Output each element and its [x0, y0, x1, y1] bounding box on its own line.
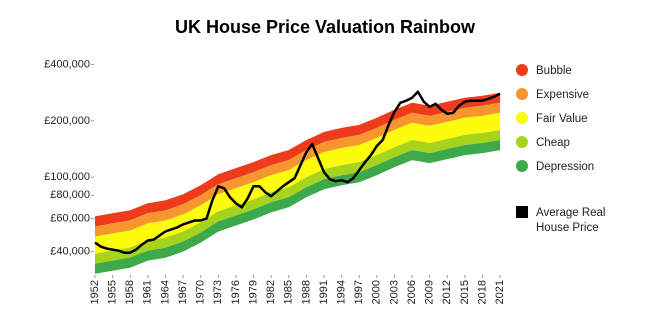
x-tick-label: 2009 [424, 280, 436, 304]
legend-item: Bubble [516, 64, 572, 79]
legend-label: Expensive [536, 89, 590, 101]
legend-swatch [516, 206, 528, 218]
y-tick-label: £200,000 [44, 115, 90, 127]
x-tick-label: 1979 [247, 280, 259, 304]
x-tick-label: 2006 [406, 280, 418, 304]
legend-label: Depression [536, 161, 595, 173]
legend-item: Average Real House Price [516, 206, 616, 236]
band [95, 112, 501, 254]
x-tick-label: 1988 [300, 280, 312, 304]
legend-swatch [516, 88, 528, 100]
y-tick-label: £80,000 [50, 189, 90, 201]
x-tick-label: 1955 [107, 280, 119, 304]
legend-label: Bubble [536, 65, 572, 77]
x-tick-label: 1958 [124, 280, 136, 304]
y-tick-label: £100,000 [44, 171, 90, 183]
legend-label: Average Real House Price [536, 207, 606, 234]
band [95, 130, 501, 264]
band [95, 140, 501, 274]
x-tick-label: 2021 [494, 280, 506, 304]
x-tick-label: 1994 [336, 280, 348, 304]
x-tick-label: 1961 [142, 280, 154, 304]
x-tick-label: 1976 [230, 280, 242, 304]
legend-swatch [516, 160, 528, 172]
y-tick-label: £60,000 [50, 213, 90, 225]
legend-swatch [516, 64, 528, 76]
band [95, 92, 501, 227]
x-tick-label: 2012 [441, 280, 453, 304]
x-tick-label: 2003 [388, 280, 400, 304]
x-tick-label: 1970 [195, 280, 207, 304]
y-tick-label: £40,000 [50, 246, 90, 258]
legend-item: Expensive [516, 88, 589, 103]
x-tick-label: 2000 [371, 280, 383, 304]
legend-swatch [516, 136, 528, 148]
x-tick-label: 1991 [318, 280, 330, 304]
x-tick-label: 1997 [353, 280, 365, 304]
y-tick-label: £400,000 [44, 58, 90, 70]
legend-label: Fair Value [536, 113, 588, 125]
legend-swatch [516, 112, 528, 124]
x-tick-label: 1964 [159, 280, 171, 304]
price-line [94, 90, 501, 254]
legend-item: Fair Value [516, 112, 588, 127]
x-tick-label: 1982 [265, 280, 277, 304]
x-tick-label: 1985 [283, 280, 295, 304]
x-tick-label: 2015 [459, 280, 471, 304]
x-tick-label: 1973 [212, 280, 224, 304]
chart-title: UK House Price Valuation Rainbow [175, 17, 476, 37]
legend-item: Cheap [516, 136, 570, 151]
x-tick-label: 1967 [177, 280, 189, 304]
x-tick-label: 2018 [476, 280, 488, 304]
legend-label: Cheap [536, 137, 570, 149]
band [95, 102, 501, 237]
x-tick-label: 1952 [89, 280, 101, 304]
legend-item: Depression [516, 160, 594, 175]
